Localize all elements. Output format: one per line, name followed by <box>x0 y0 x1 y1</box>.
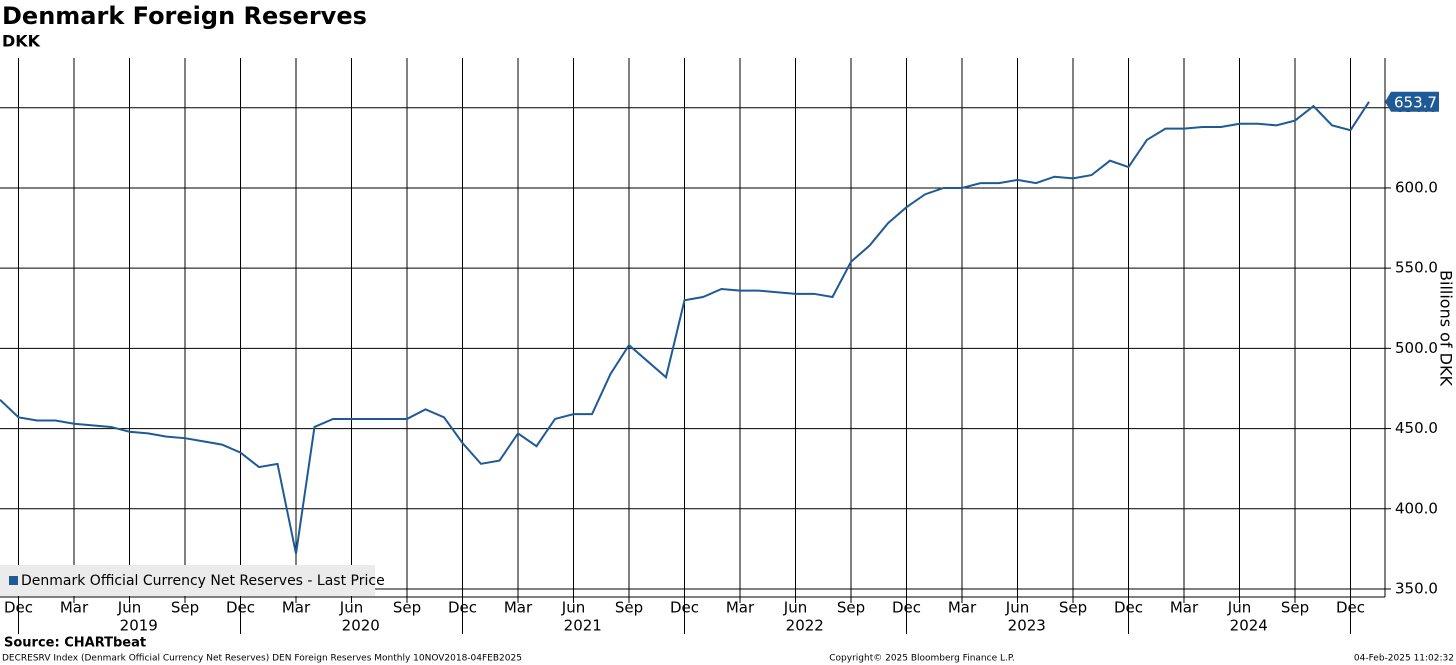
year-label: 2019 <box>120 617 158 635</box>
y-tick-label: 550.0 <box>1395 259 1438 277</box>
source: Source: CHARTbeat <box>4 636 146 651</box>
y-tick-label: 350.0 <box>1395 579 1438 597</box>
x-tick-label: Sep <box>1281 599 1309 617</box>
x-tick-label: Sep <box>837 599 865 617</box>
y-tick-label: 400.0 <box>1395 499 1438 517</box>
x-tick-label: Jun <box>1005 599 1029 617</box>
year-label: 2023 <box>1008 617 1046 635</box>
year-label: 2020 <box>342 617 380 635</box>
legend-swatch <box>9 576 18 585</box>
x-tick-label: Dec <box>1336 599 1365 617</box>
year-label: 2022 <box>786 617 824 635</box>
x-tick-label: Sep <box>615 599 643 617</box>
legend-label: Denmark Official Currency Net Reserves -… <box>21 573 385 589</box>
chart-subtitle: DKK <box>2 32 41 51</box>
x-tick-label: Mar <box>1170 599 1199 617</box>
chart-title: Denmark Foreign Reserves <box>2 2 367 30</box>
year-label: 2021 <box>564 617 602 635</box>
x-tick-label: Dec <box>670 599 699 617</box>
y-axis-label: Billions of DKK <box>1437 270 1456 386</box>
x-tick-label: Mar <box>504 599 533 617</box>
x-tick-label: Dec <box>226 599 255 617</box>
x-tick-label: Dec <box>4 599 33 617</box>
footer-center: Copyright© 2025 Bloomberg Finance L.P. <box>829 654 1014 664</box>
x-tick-label: Sep <box>171 599 199 617</box>
x-tick-label: Mar <box>60 599 89 617</box>
x-tick-label: Sep <box>393 599 421 617</box>
x-tick-label: Jun <box>783 599 807 617</box>
x-tick-label: Mar <box>726 599 755 617</box>
x-tick-label: Sep <box>1059 599 1087 617</box>
x-tick-label: Jun <box>1227 599 1251 617</box>
last-value-box <box>1385 91 1439 112</box>
x-tick-label: Mar <box>282 599 311 617</box>
x-tick-label: Jun <box>561 599 585 617</box>
legend-box <box>0 565 375 596</box>
x-tick-label: Jun <box>339 599 363 617</box>
year-label: 2024 <box>1230 617 1268 635</box>
x-tick-label: Jun <box>117 599 141 617</box>
y-tick-label: 500.0 <box>1395 339 1438 357</box>
footer-right: 04-Feb-2025 11:02:32 <box>1354 654 1454 664</box>
x-tick-label: Dec <box>1114 599 1143 617</box>
x-tick-label: Dec <box>892 599 921 617</box>
footer-left: DECRESRV Index (Denmark Official Currenc… <box>2 654 522 664</box>
series-line <box>0 101 1370 554</box>
x-tick-label: Dec <box>448 599 477 617</box>
y-tick-label: 450.0 <box>1395 419 1438 437</box>
last-value-label: 653.7 <box>1394 93 1437 111</box>
x-tick-label: Mar <box>948 599 977 617</box>
y-tick-label: 600.0 <box>1395 178 1438 196</box>
